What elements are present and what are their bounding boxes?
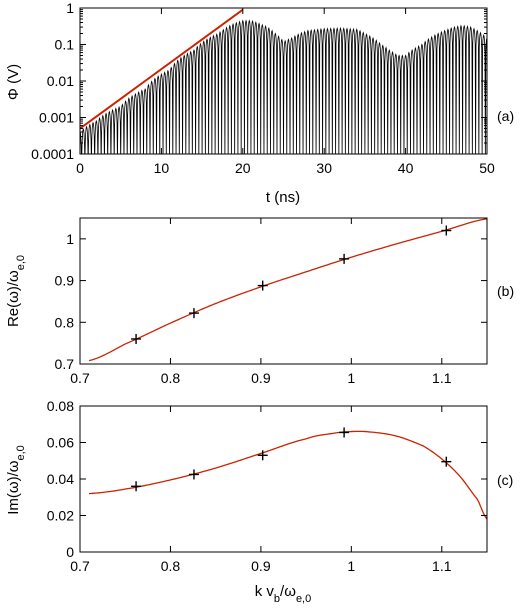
signal-waveform: [80, 19, 487, 154]
x-tick-label: 0.9: [251, 558, 271, 574]
panel-b-ylabel: Re(ω)/ωe,0: [5, 255, 27, 327]
data-point: [131, 333, 142, 344]
y-tick-label: 0.04: [47, 471, 74, 487]
y-tick-label: 0.7: [55, 356, 75, 372]
y-tick-label: 1: [66, 231, 74, 247]
series-group: [88, 430, 487, 520]
data-point: [188, 469, 199, 480]
x-tick-label: 10: [154, 160, 170, 176]
y-tick-label: 0.8: [55, 314, 75, 330]
panel-c-frame: [79, 405, 488, 553]
x-tick-label: 1.1: [432, 370, 452, 386]
panel-c-label: (c): [497, 472, 513, 488]
data-point: [441, 225, 452, 236]
y-tick-label: 0.02: [47, 508, 74, 524]
x-tick-label: 1: [347, 370, 355, 386]
panel-a: 0 10 20 30 40 50 0.0001 0.001 0.01 0.1 1 t (ns) Φ …: [5, 0, 514, 206]
x-tick-label: 0: [76, 160, 84, 176]
x-tick-label: 0.9: [251, 370, 271, 386]
panel-b-label: (b): [497, 283, 514, 299]
theory-curve: [88, 430, 487, 520]
data-point: [441, 456, 452, 467]
data-point: [188, 308, 199, 319]
x-tick-label: 1.1: [432, 558, 452, 574]
x-tick-label: 0.7: [70, 558, 90, 574]
data-point: [257, 280, 268, 291]
x-tick-label: 1: [347, 558, 355, 574]
x-tick-label: 20: [235, 160, 251, 176]
panel-c-xlabel: k vb/ωe,0: [255, 583, 311, 605]
y-tick-label: 0.0001: [31, 146, 74, 162]
panel-b-ticks: 0.7 0.8 0.9 1 1.1 0.7 0.8 0.9 1: [55, 218, 487, 386]
panel-b-frame: [79, 217, 488, 365]
x-tick-label: 0.7: [70, 370, 90, 386]
panel-c-ticks: 0.7 0.8 0.9 1 1.1 0 0.02 0.04 0.06 0.08: [47, 398, 487, 574]
series-group: [80, 8, 487, 154]
y-tick-label: 0.001: [39, 110, 74, 126]
panel-c-ylabel: Im(ω)/ωe,0: [5, 445, 27, 515]
y-tick-label: 0.1: [55, 37, 75, 53]
data-point: [339, 427, 350, 438]
y-tick-label: 0.06: [47, 435, 74, 451]
x-tick-label: 0.8: [161, 370, 181, 386]
panel-a-ylabel: Φ (V): [5, 64, 22, 100]
y-tick-label: 0.08: [47, 398, 74, 414]
x-tick-label: 30: [316, 160, 332, 176]
data-point: [339, 253, 350, 264]
y-tick-label: 0.9: [55, 273, 75, 289]
series-group: [88, 218, 487, 362]
theory-curve: [88, 218, 487, 362]
panel-b: 0.7 0.8 0.9 1 1.1 0.7 0.8 0.9 1 Re(ω)/ωe,0 (b): [5, 217, 514, 386]
y-tick-label: 0.01: [47, 73, 74, 89]
panel-a-xlabel: t (ns): [266, 189, 300, 206]
x-tick-label: 0.8: [161, 558, 181, 574]
x-tick-label: 50: [479, 160, 495, 176]
panel-a-plot-area: [80, 8, 487, 154]
y-tick-label: 1: [66, 0, 74, 16]
x-tick-label: 40: [398, 160, 414, 176]
panel-a-ticks: 0 10 20 30 40 50 0.0001 0.001 0.01 0.1 1: [31, 0, 495, 176]
panel-a-label: (a): [497, 108, 514, 124]
y-tick-label: 0: [66, 544, 74, 560]
data-point: [257, 450, 268, 461]
panel-c-plot-area: [88, 427, 487, 520]
data-point: [131, 481, 142, 492]
panel-c: 0.7 0.8 0.9 1 1.1 0 0.02 0.04 0.06 0.08 k vb/ωe,0…: [5, 398, 513, 605]
panel-b-plot-area: [88, 218, 487, 362]
growth-fit-line: [80, 8, 244, 130]
